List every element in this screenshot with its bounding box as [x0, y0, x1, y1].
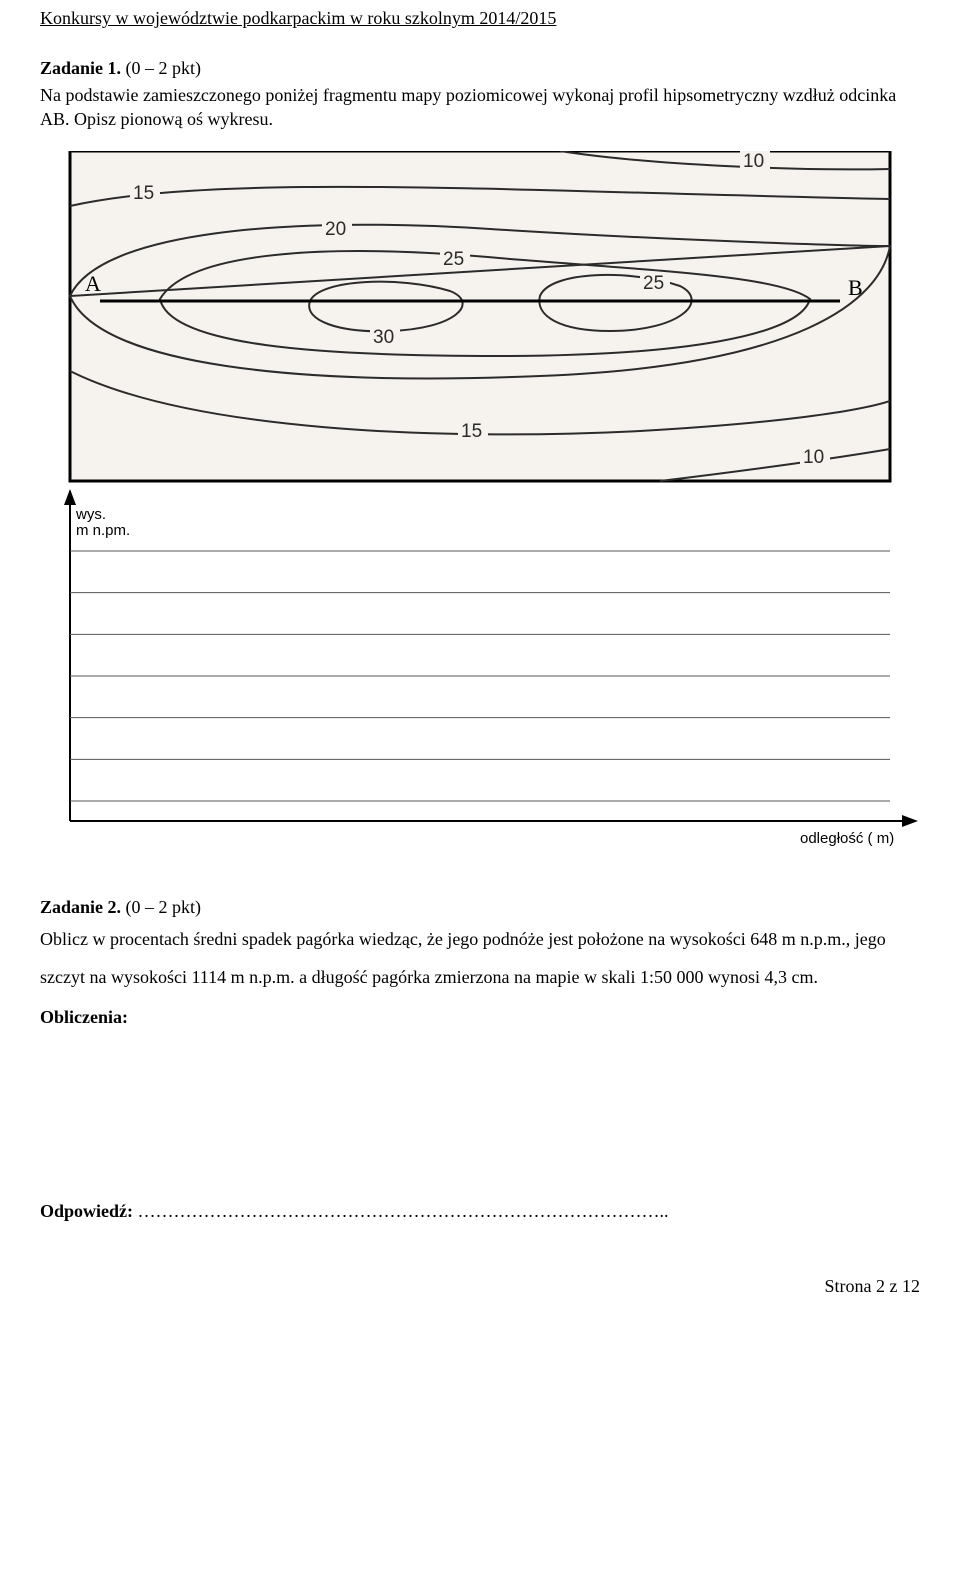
- svg-text:A: A: [85, 271, 101, 296]
- svg-text:odległość ( m): odległość ( m): [800, 830, 894, 847]
- task-2: Zadanie 2. (0 – 2 pkt) Oblicz w procenta…: [40, 895, 920, 1029]
- svg-text:10: 10: [743, 151, 764, 172]
- task-1: Zadanie 1. (0 – 2 pkt) Na podstawie zami…: [40, 56, 920, 131]
- svg-text:25: 25: [643, 273, 664, 294]
- svg-text:10: 10: [803, 447, 824, 468]
- contour-map-and-profile: A B 10 15 20 25 25 30 15 10: [40, 151, 920, 861]
- task2-points: (0 – 2 pkt): [126, 897, 202, 917]
- task2-title: Zadanie 2.: [40, 897, 121, 917]
- answer-dots: ……………………………………………………………………………..: [138, 1201, 669, 1221]
- task2-text: Oblicz w procentach średni spadek pagórk…: [40, 921, 920, 997]
- task1-title: Zadanie 1.: [40, 58, 121, 78]
- svg-text:25: 25: [443, 249, 464, 270]
- svg-text:20: 20: [325, 219, 346, 240]
- svg-text:15: 15: [461, 421, 482, 442]
- svg-text:30: 30: [373, 327, 394, 348]
- svg-text:m n.pm.: m n.pm.: [76, 522, 130, 539]
- page-footer: Strona 2 z 12: [40, 1274, 920, 1298]
- task1-points: (0 – 2 pkt): [126, 58, 202, 78]
- svg-text:wys.: wys.: [75, 506, 106, 523]
- answer-label: Odpowiedź:: [40, 1201, 138, 1221]
- obliczenia-label: Obliczenia:: [40, 1005, 920, 1029]
- svg-text:15: 15: [133, 183, 154, 204]
- task1-text: Na podstawie zamieszczonego poniżej frag…: [40, 83, 920, 132]
- answer-line: Odpowiedź: ………………………………………………………………………………: [40, 1199, 920, 1223]
- page-header: Konkursy w województwie podkarpackim w r…: [40, 0, 920, 32]
- svg-text:B: B: [848, 275, 863, 300]
